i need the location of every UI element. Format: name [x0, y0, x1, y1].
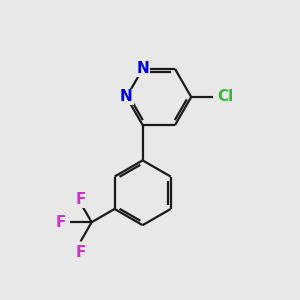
Text: N: N	[136, 61, 149, 76]
Text: N: N	[120, 89, 133, 104]
Text: F: F	[56, 215, 66, 230]
Text: Cl: Cl	[218, 89, 234, 104]
Text: F: F	[75, 245, 86, 260]
Text: F: F	[75, 192, 86, 207]
